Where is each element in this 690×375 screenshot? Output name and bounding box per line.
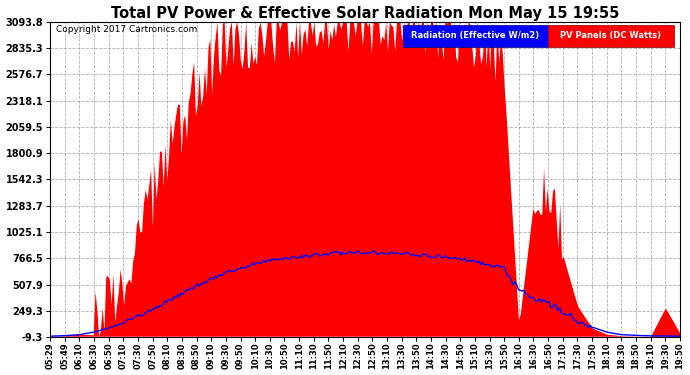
Text: PV Panels (DC Watts): PV Panels (DC Watts): [560, 32, 661, 40]
Bar: [403, 25, 548, 47]
Text: Copyright 2017 Cartronics.com: Copyright 2017 Cartronics.com: [57, 25, 197, 34]
Text: Radiation (Effective W/m2): Radiation (Effective W/m2): [411, 32, 540, 40]
Title: Total PV Power & Effective Solar Radiation Mon May 15 19:55: Total PV Power & Effective Solar Radiati…: [111, 6, 619, 21]
Bar: [548, 25, 673, 47]
